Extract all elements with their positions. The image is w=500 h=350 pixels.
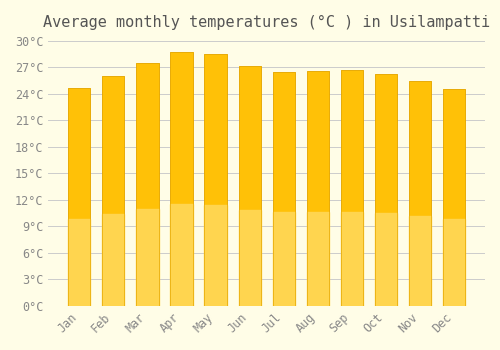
Title: Average monthly temperatures (°C ) in Usilampatti: Average monthly temperatures (°C ) in Us… <box>43 15 490 30</box>
Bar <box>204 54 227 306</box>
Bar <box>375 213 397 306</box>
Bar <box>136 63 158 306</box>
Bar <box>272 72 295 306</box>
Bar <box>306 71 329 306</box>
Bar <box>204 205 227 306</box>
Bar <box>170 204 192 306</box>
Bar <box>443 219 465 306</box>
Bar <box>238 66 260 306</box>
Bar <box>136 63 158 306</box>
Bar <box>204 54 227 306</box>
Bar <box>170 51 192 306</box>
Bar <box>306 212 329 306</box>
Bar <box>68 88 90 306</box>
Bar <box>341 70 363 306</box>
Bar <box>341 70 363 306</box>
Bar <box>68 219 90 306</box>
Bar <box>443 89 465 306</box>
Bar <box>341 211 363 306</box>
Bar <box>375 74 397 306</box>
Bar <box>272 72 295 306</box>
Bar <box>102 76 124 306</box>
Bar <box>136 209 158 306</box>
Bar <box>238 210 260 306</box>
Bar <box>170 51 192 306</box>
Bar <box>272 212 295 306</box>
Bar <box>102 76 124 306</box>
Bar <box>375 74 397 306</box>
Bar <box>238 66 260 306</box>
Bar <box>102 214 124 306</box>
Bar <box>68 88 90 306</box>
Bar <box>409 80 431 306</box>
Bar <box>306 71 329 306</box>
Bar <box>409 80 431 306</box>
Bar <box>409 216 431 306</box>
Bar <box>443 89 465 306</box>
